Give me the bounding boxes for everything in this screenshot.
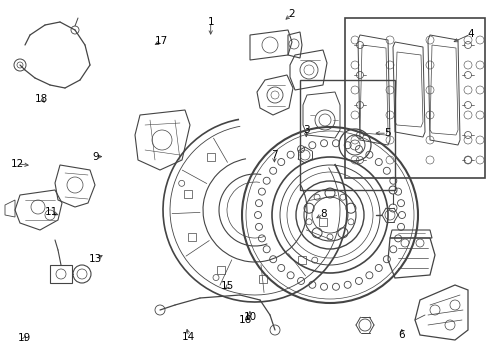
Text: 10: 10 bbox=[244, 312, 256, 322]
Bar bbox=[217, 266, 224, 274]
Text: 18: 18 bbox=[35, 94, 49, 104]
Text: 17: 17 bbox=[155, 36, 169, 46]
Text: 3: 3 bbox=[303, 125, 310, 135]
Text: 13: 13 bbox=[89, 254, 102, 264]
Text: 14: 14 bbox=[182, 332, 196, 342]
Text: 15: 15 bbox=[221, 281, 235, 291]
Text: 12: 12 bbox=[10, 159, 24, 169]
Text: 7: 7 bbox=[271, 150, 278, 160]
Text: 4: 4 bbox=[467, 29, 474, 39]
Bar bbox=[319, 218, 327, 226]
Bar bbox=[259, 275, 267, 283]
Bar bbox=[298, 256, 306, 264]
Bar bbox=[207, 153, 215, 161]
Text: 11: 11 bbox=[45, 207, 58, 217]
Bar bbox=[184, 190, 192, 198]
Text: 9: 9 bbox=[92, 152, 99, 162]
Text: 6: 6 bbox=[398, 330, 405, 340]
Bar bbox=[300, 80, 395, 190]
Bar bbox=[188, 233, 196, 241]
Text: 2: 2 bbox=[288, 9, 295, 19]
Text: 8: 8 bbox=[320, 209, 327, 219]
Text: 1: 1 bbox=[207, 17, 214, 27]
Bar bbox=[345, 18, 485, 178]
Text: 16: 16 bbox=[238, 315, 252, 325]
Text: 5: 5 bbox=[384, 128, 391, 138]
Text: 19: 19 bbox=[18, 333, 31, 343]
